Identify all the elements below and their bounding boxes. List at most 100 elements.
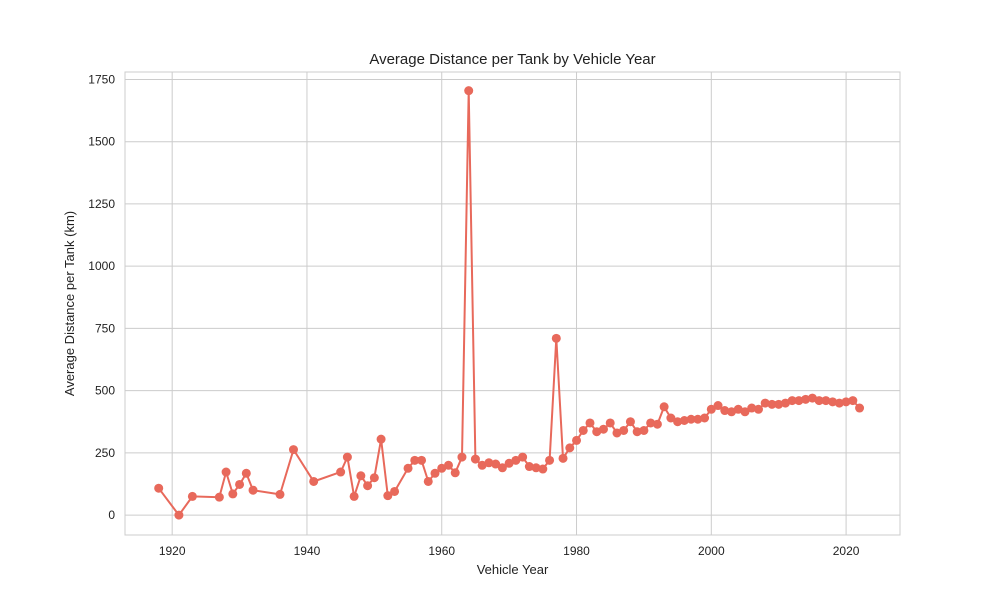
data-point	[443, 460, 453, 470]
data-point	[787, 396, 797, 406]
data-point	[214, 492, 224, 502]
data-point	[713, 401, 723, 411]
data-point	[369, 473, 379, 483]
data-point	[760, 398, 770, 408]
data-point	[585, 418, 595, 428]
data-point	[383, 491, 393, 501]
data-point	[834, 398, 844, 408]
data-point	[437, 463, 447, 473]
data-point	[666, 413, 676, 423]
data-point	[410, 455, 420, 465]
data-point	[646, 418, 656, 428]
data-point	[578, 425, 588, 435]
data-point	[619, 425, 629, 435]
y-tick-label: 1250	[88, 197, 115, 211]
data-point	[545, 455, 555, 465]
y-tick-label: 500	[95, 384, 115, 398]
data-point	[497, 463, 507, 473]
data-point	[221, 467, 231, 477]
data-point	[363, 481, 373, 491]
x-tick-label: 1920	[159, 544, 186, 558]
x-axis-label: Vehicle Year	[477, 562, 549, 577]
data-point	[417, 455, 427, 465]
data-point	[848, 396, 858, 406]
data-point	[241, 468, 251, 478]
data-point	[538, 464, 548, 474]
data-point	[464, 86, 474, 96]
x-tick-label: 1980	[563, 544, 590, 558]
data-point	[814, 396, 824, 406]
x-tick-label: 1940	[294, 544, 321, 558]
data-point	[484, 458, 494, 468]
data-point	[659, 402, 669, 412]
chart-title: Average Distance per Tank by Vehicle Yea…	[369, 51, 655, 68]
data-point	[828, 397, 838, 407]
grid	[125, 72, 900, 535]
y-tick-label: 1000	[88, 259, 115, 273]
data-point	[767, 399, 777, 409]
tick-labels: 1920 1940 1960 1980 2000 2020 0 250 500 750 1000 12…	[88, 72, 859, 558]
y-tick-label: 750	[95, 321, 115, 335]
data-point	[154, 483, 164, 493]
data-point	[524, 462, 534, 472]
data-point	[504, 458, 514, 468]
data-point	[450, 468, 460, 478]
data-point	[720, 406, 730, 416]
data-point	[855, 403, 865, 413]
data-point	[801, 394, 811, 404]
data-point	[349, 491, 359, 501]
data-point	[228, 489, 238, 499]
data-point	[511, 455, 521, 465]
data-point	[403, 463, 413, 473]
data-point	[470, 454, 480, 464]
series-line	[157, 90, 861, 517]
data-point	[187, 491, 197, 501]
data-points	[154, 86, 865, 520]
x-tick-label: 2020	[833, 544, 860, 558]
data-point	[235, 479, 245, 489]
data-point	[686, 414, 696, 424]
data-point	[632, 427, 642, 437]
data-point	[288, 445, 298, 455]
data-point	[625, 417, 635, 427]
data-point	[700, 413, 710, 423]
x-tick-label: 1960	[428, 544, 455, 558]
data-point	[518, 452, 528, 462]
data-point	[673, 417, 683, 427]
data-point	[652, 419, 662, 429]
data-point	[342, 452, 352, 462]
data-point	[491, 459, 501, 469]
x-tick-label: 2000	[698, 544, 725, 558]
y-tick-label: 1500	[88, 135, 115, 149]
data-point	[248, 485, 258, 495]
data-point	[174, 510, 184, 520]
data-point	[598, 424, 608, 434]
y-axis-label: Average Distance per Tank (km)	[62, 211, 77, 396]
data-point	[693, 414, 703, 424]
data-point	[605, 418, 615, 428]
y-tick-label: 0	[108, 508, 115, 522]
data-point	[390, 486, 400, 496]
data-point	[558, 453, 568, 463]
data-point	[706, 404, 716, 414]
data-point	[747, 403, 757, 413]
data-point	[531, 463, 541, 473]
data-point	[774, 399, 784, 409]
data-point	[356, 471, 366, 481]
data-point	[572, 435, 582, 445]
data-point	[309, 476, 319, 486]
data-point	[376, 434, 386, 444]
data-point	[794, 396, 804, 406]
data-point	[753, 404, 763, 414]
data-point	[275, 489, 285, 499]
y-tick-label: 250	[95, 446, 115, 460]
data-point	[423, 476, 433, 486]
data-point	[551, 333, 561, 343]
data-point	[679, 415, 689, 425]
data-point	[565, 443, 575, 453]
data-point	[740, 407, 750, 417]
data-point	[639, 425, 649, 435]
data-point	[821, 396, 831, 406]
data-point	[457, 452, 467, 462]
